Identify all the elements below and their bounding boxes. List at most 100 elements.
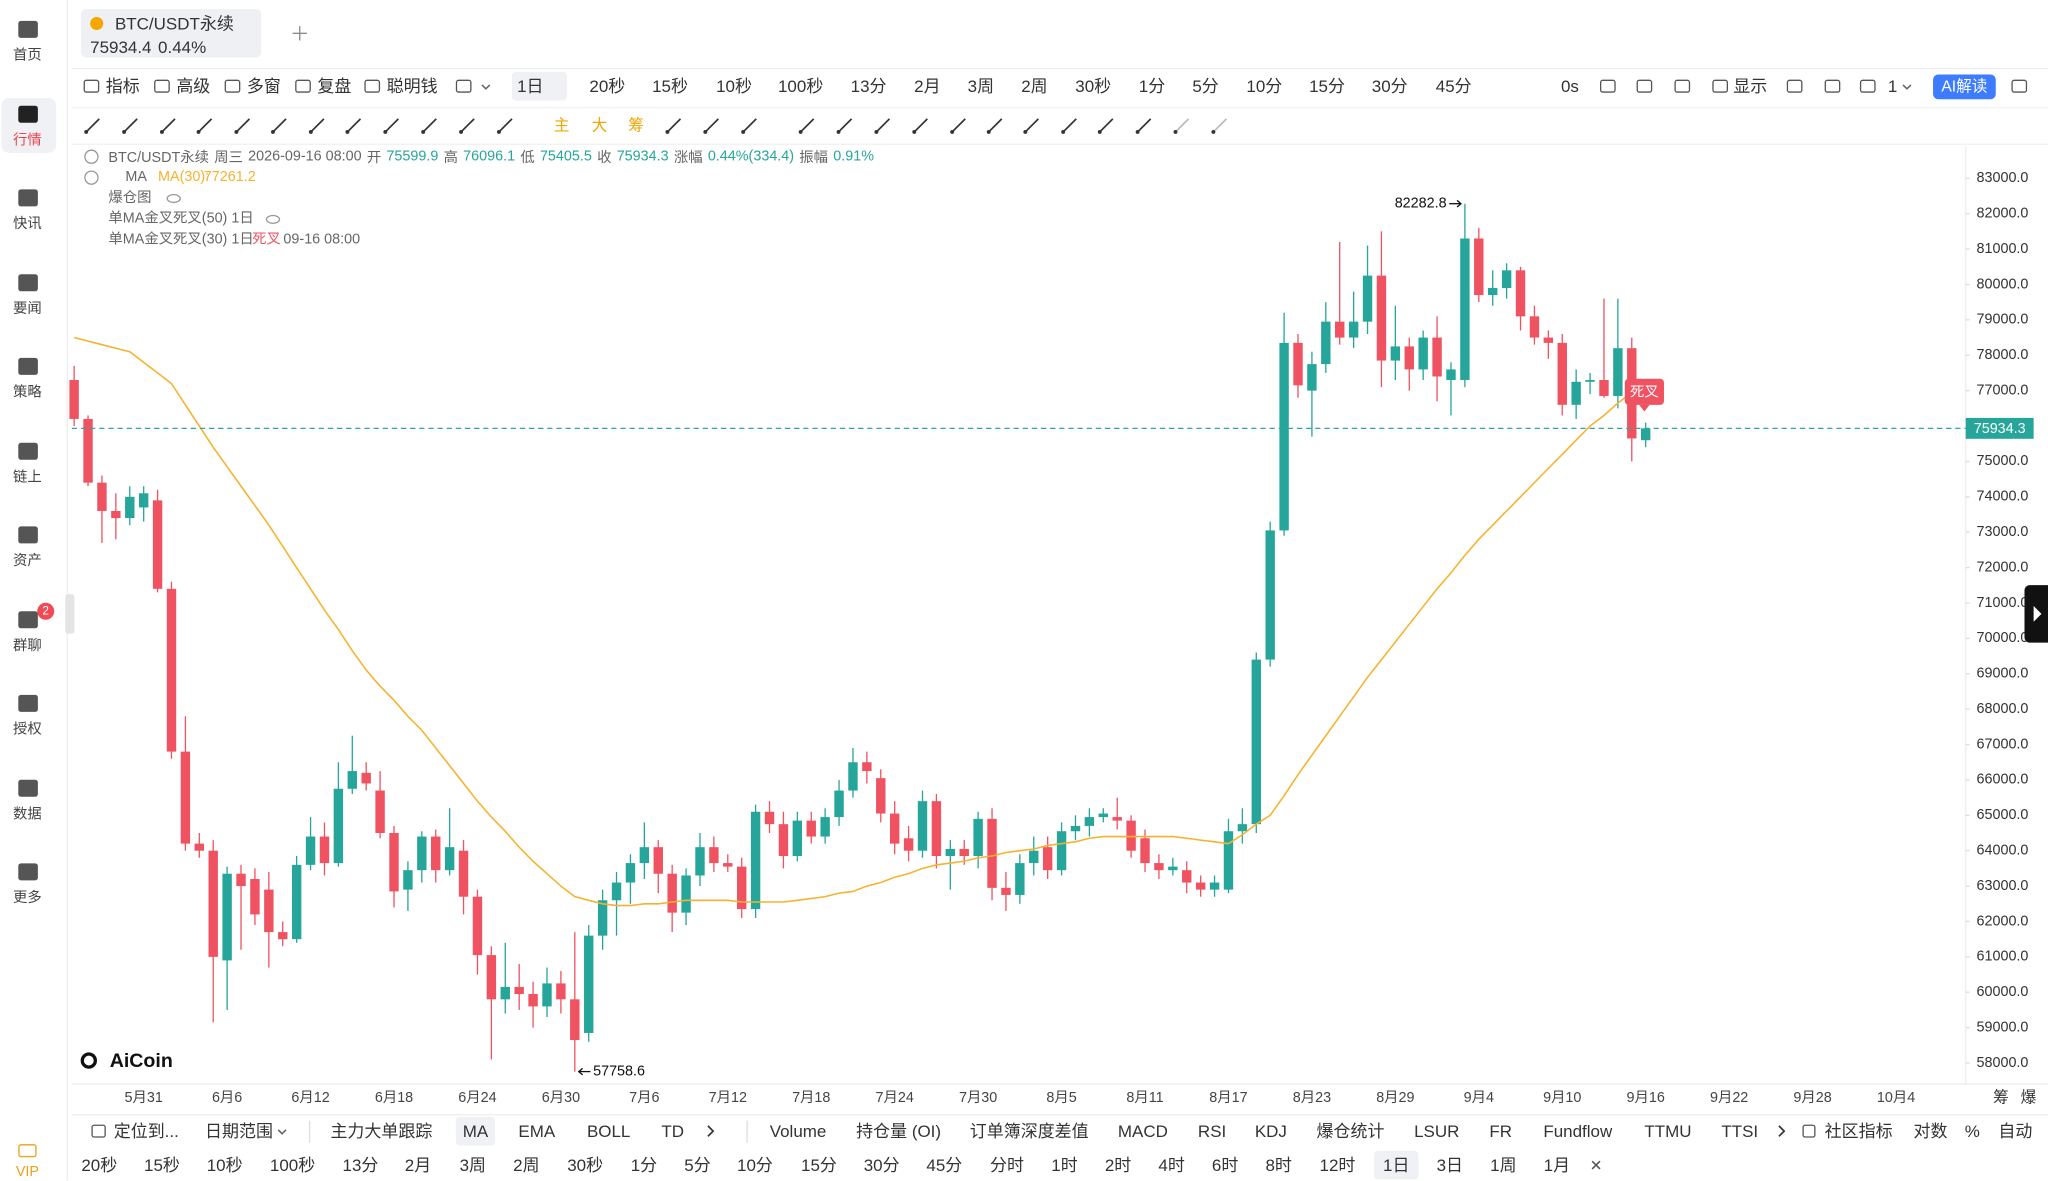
indicator-button[interactable]: 对数	[1913, 1121, 1948, 1141]
add-tab[interactable]	[299, 26, 301, 41]
indicator-button[interactable]: EMA	[518, 1121, 556, 1141]
indicator-button[interactable]: KDJ	[1254, 1121, 1287, 1141]
indicator-button[interactable]: FR	[1489, 1121, 1513, 1141]
interval-button[interactable]: 8时	[1265, 1155, 1292, 1175]
indicator-button[interactable]: LSUR	[1414, 1121, 1460, 1141]
interval-button[interactable]: 2周	[513, 1155, 540, 1175]
interval-button[interactable]: 2时	[1104, 1155, 1132, 1175]
indicator-button[interactable]: RSI	[1197, 1121, 1227, 1141]
symbol-tab[interactable]	[80, 9, 262, 58]
candle-body	[778, 824, 789, 857]
interval-button[interactable]: 15秒	[144, 1155, 180, 1175]
toolbar-button[interactable]: 指标	[105, 76, 140, 96]
indicator-button[interactable]: MA	[462, 1121, 489, 1141]
draw-tool-text[interactable]: 筹	[628, 116, 644, 135]
interval-button[interactable]: 30分	[1371, 76, 1408, 96]
interval-button[interactable]: 3周	[459, 1155, 487, 1175]
indicator-button[interactable]: TTMU	[1644, 1121, 1692, 1141]
info-time: 2026-09-16 08:00	[248, 148, 362, 165]
draw-tool-dot	[874, 129, 879, 134]
interval-select[interactable]	[511, 71, 567, 101]
sidebar-label[interactable]: 要闻	[13, 300, 42, 317]
display-button[interactable]: 显示	[1733, 76, 1768, 96]
indicator-button[interactable]: 订单簿深度差值	[969, 1121, 1089, 1141]
sidebar-label[interactable]: 首页	[13, 47, 42, 64]
indicator-button[interactable]: Fundflow	[1543, 1121, 1613, 1141]
indicator-button[interactable]: 持仓量 (OI)	[856, 1121, 942, 1141]
draw-tool-dot	[271, 129, 275, 134]
interval-button[interactable]: 30秒	[1075, 76, 1112, 96]
draw-tool-glyph	[310, 118, 325, 133]
interval-button[interactable]: 15秒	[652, 76, 688, 96]
draw-tool-text[interactable]: 主	[553, 116, 570, 135]
interval-button[interactable]: 30分	[863, 1155, 900, 1175]
sidebar-label[interactable]: 授权	[13, 721, 42, 738]
layers-count[interactable]: 1	[1887, 76, 1898, 96]
interval-button[interactable]: 2月	[404, 1155, 432, 1175]
interval-button[interactable]: 10分	[1246, 76, 1283, 96]
sidebar-label[interactable]: 行情	[13, 131, 42, 148]
indicator-button[interactable]: BOLL	[586, 1121, 631, 1141]
interval-button[interactable]: 10秒	[716, 76, 752, 96]
indicator-button[interactable]: 主力大单跟踪	[330, 1121, 433, 1141]
interval-button[interactable]: 10分	[736, 1155, 773, 1175]
indicator-button[interactable]: 定位到...	[113, 1121, 179, 1141]
indicator-button[interactable]: TD	[661, 1121, 684, 1141]
interval-button[interactable]: 1时	[1051, 1155, 1078, 1175]
vip[interactable]: VIP	[15, 1164, 40, 1181]
interval-button[interactable]: 20秒	[81, 1155, 118, 1175]
interval-button[interactable]: 分时	[990, 1155, 1025, 1175]
interval-selected[interactable]: 1日	[517, 76, 544, 96]
sidebar-label[interactable]: 资产	[13, 553, 42, 569]
ai-button[interactable]	[1933, 74, 1996, 100]
interval-button[interactable]: 1分	[630, 1155, 658, 1175]
x-tick-label: 5月31	[125, 1090, 163, 1106]
interval-button[interactable]: 5分	[1192, 76, 1219, 96]
sidebar-label[interactable]: 链上	[13, 468, 42, 485]
interval-button[interactable]: 30秒	[567, 1155, 604, 1175]
indicator-button[interactable]: %	[1964, 1121, 1980, 1141]
interval-button[interactable]: 12时	[1319, 1155, 1356, 1175]
indicator-button[interactable]: 爆仓统计	[1316, 1121, 1385, 1141]
indicator-button[interactable]: 自动	[1998, 1121, 2033, 1141]
interval-button[interactable]: 100秒	[269, 1155, 316, 1175]
interval-button[interactable]: 45分	[1435, 76, 1472, 96]
indicator-button[interactable]: 社区指标	[1824, 1121, 1893, 1141]
interval-button[interactable]: 3周	[967, 76, 995, 96]
interval-button[interactable]: 15分	[1309, 76, 1345, 96]
interval-button[interactable]: 3日	[1436, 1155, 1464, 1175]
candle-body	[1543, 337, 1554, 343]
interval-button[interactable]: 2周	[1021, 76, 1048, 96]
interval-button[interactable]: 1日	[1383, 1155, 1410, 1175]
interval-button[interactable]: 45分	[926, 1155, 963, 1175]
interval-button[interactable]: 4时	[1158, 1155, 1185, 1175]
draw-tool-text[interactable]: 大	[591, 116, 608, 135]
interval-button[interactable]: 2月	[914, 76, 941, 96]
interval-button[interactable]: 15分	[800, 1155, 837, 1175]
sidebar-label[interactable]: 群聊	[13, 637, 42, 654]
sidebar-label[interactable]: 数据	[13, 805, 42, 822]
toolbar-button[interactable]: 复盘	[317, 76, 352, 96]
left-handle[interactable]	[65, 594, 75, 634]
sidebar-label[interactable]: 更多	[13, 890, 42, 906]
interval-button[interactable]: 6时	[1211, 1155, 1239, 1175]
indicator-button[interactable]: MACD	[1117, 1121, 1168, 1141]
interval-button[interactable]: 1月	[1543, 1155, 1571, 1175]
indicator-button[interactable]: 日期范围	[205, 1121, 273, 1141]
sidebar-label[interactable]: 快讯	[13, 216, 42, 232]
interval-button[interactable]: 13分	[850, 76, 887, 96]
toolbar-button[interactable]: 高级	[176, 76, 211, 96]
toolbar-button[interactable]: 聪明钱	[386, 76, 438, 96]
interval-button[interactable]: 13分	[342, 1155, 379, 1175]
interval-button[interactable]: 5分	[684, 1155, 711, 1175]
interval-button[interactable]: 1周	[1490, 1155, 1517, 1175]
interval-button[interactable]: 20秒	[589, 76, 626, 96]
interval-button[interactable]: 10秒	[206, 1155, 243, 1175]
interval-button[interactable]: 100秒	[777, 76, 824, 96]
indicator-button[interactable]: TTSI	[1721, 1121, 1759, 1141]
interval-button[interactable]: 1分	[1138, 76, 1166, 96]
sidebar-label[interactable]: 策略	[13, 384, 42, 401]
toolbar-button[interactable]: 多窗	[246, 76, 281, 96]
indicator-button[interactable]: Volume	[769, 1121, 827, 1141]
